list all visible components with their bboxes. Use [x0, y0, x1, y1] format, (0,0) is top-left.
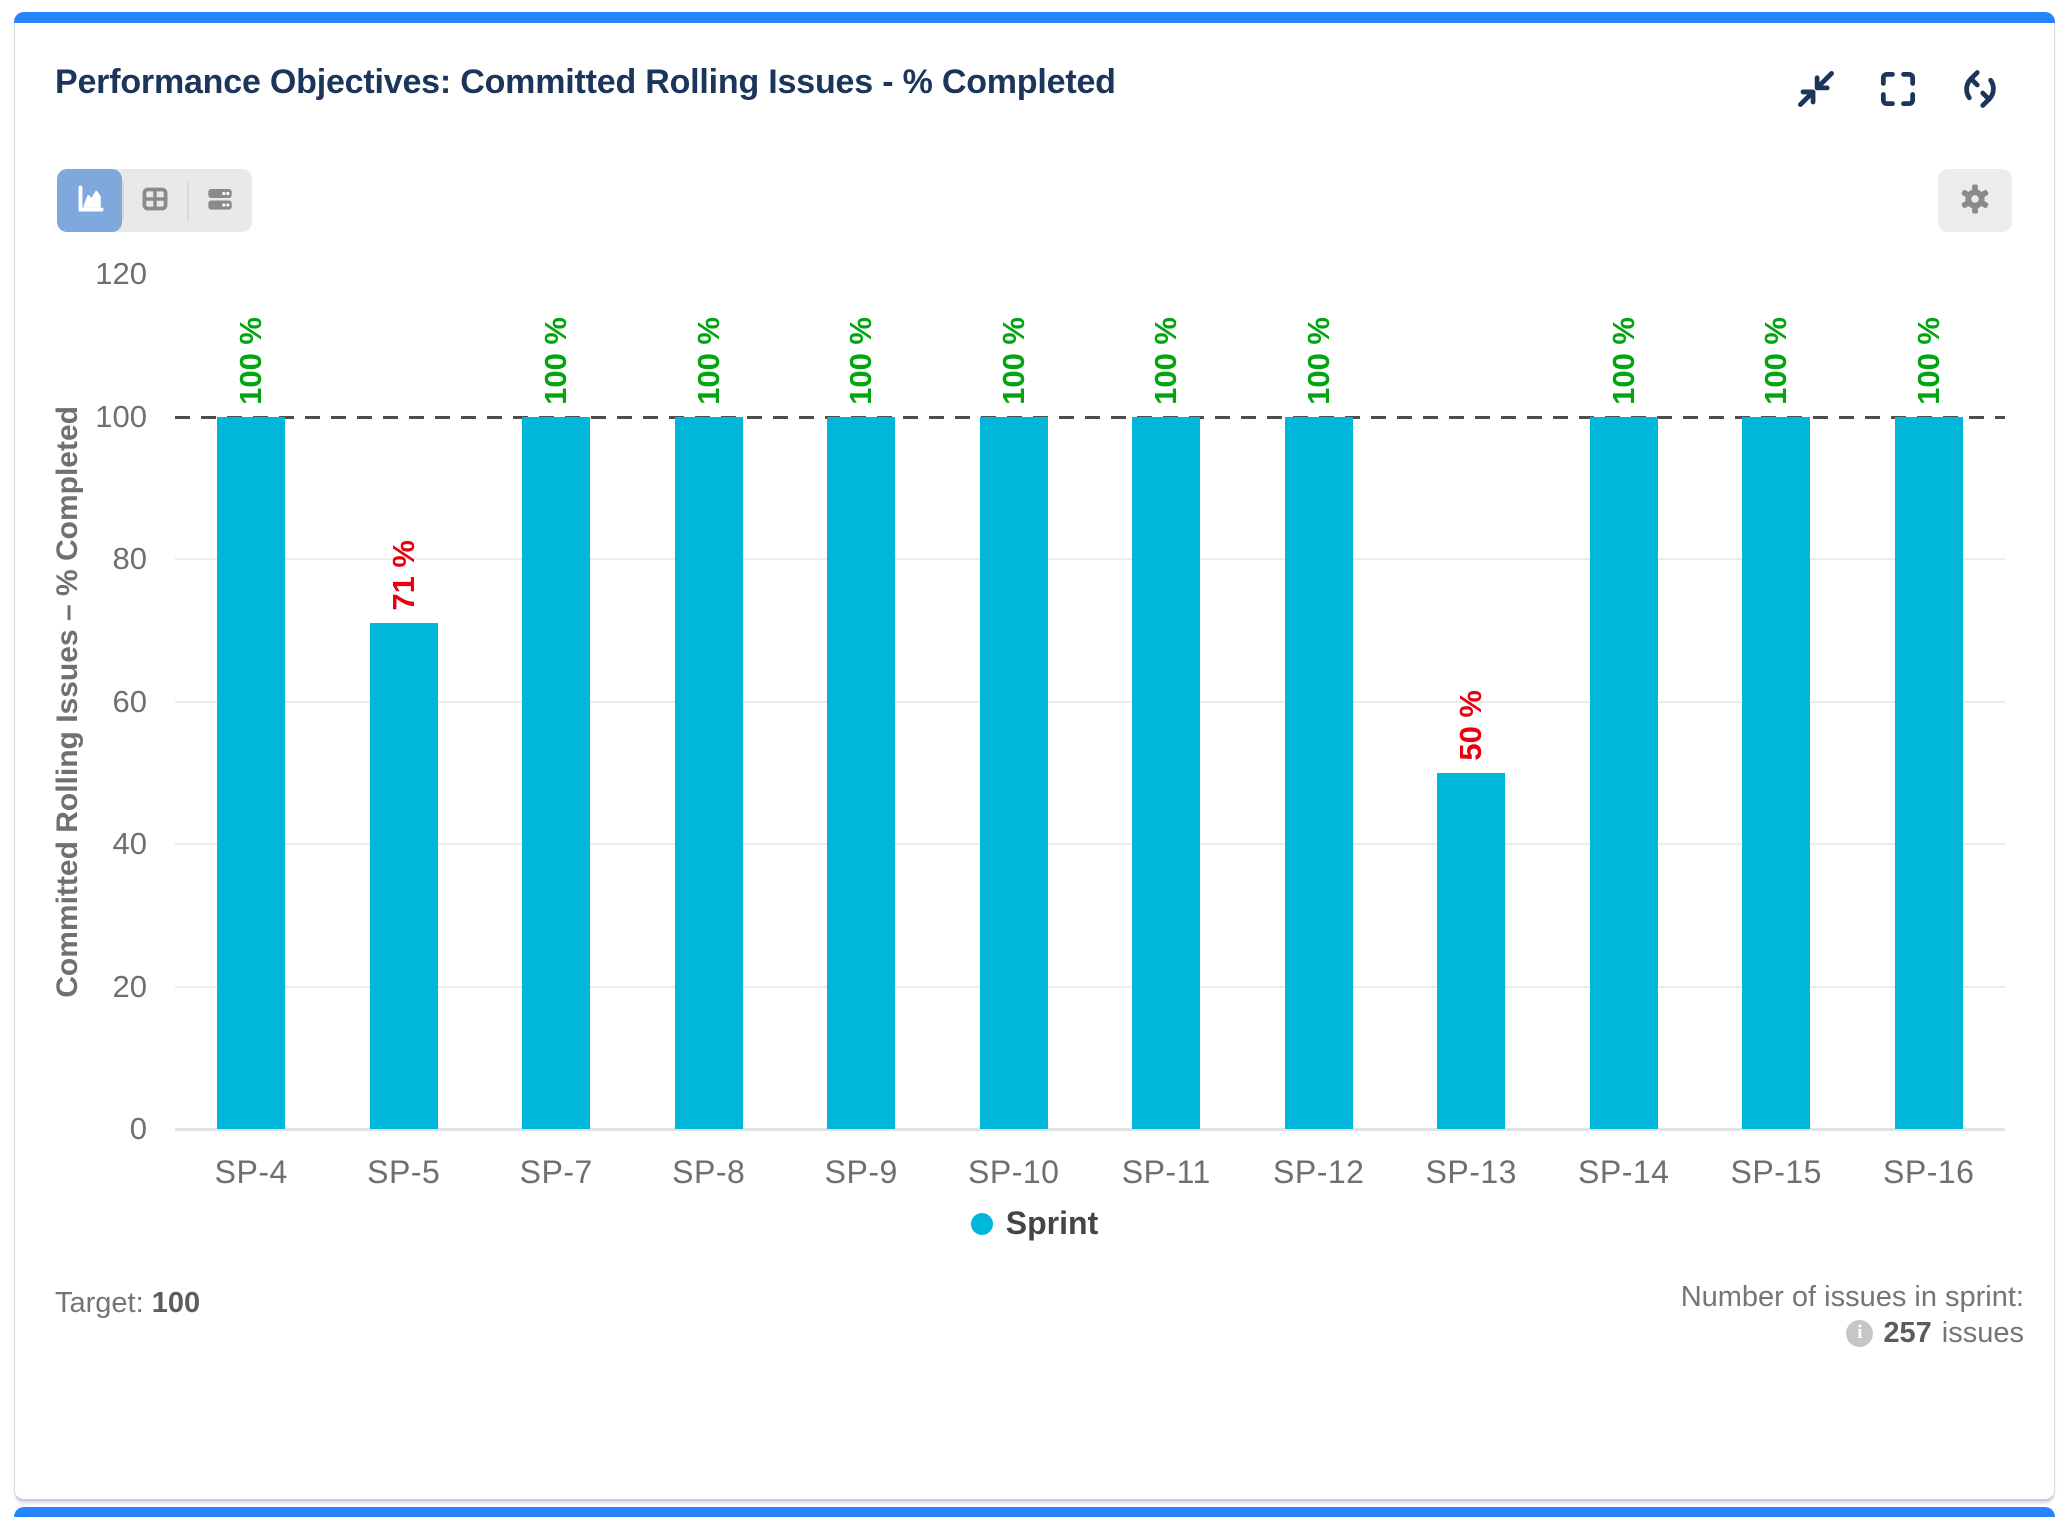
bar-SP-10[interactable]	[979, 416, 1048, 1129]
bar-column: 100 % SP-7	[480, 274, 633, 1190]
bar-SP-16[interactable]	[1894, 416, 1963, 1129]
x-axis-label: SP-8	[672, 1154, 746, 1190]
bar-value-label: 100 %	[995, 316, 1031, 405]
bar-SP-11[interactable]	[1132, 416, 1201, 1129]
info-icon[interactable]: i	[1846, 1319, 1874, 1347]
bar-SP-13[interactable]	[1437, 772, 1506, 1129]
y-tick-label: 100	[95, 398, 147, 434]
issues-count: 257	[1883, 1317, 1932, 1349]
gridline	[175, 985, 2005, 988]
bar-SP-15[interactable]	[1742, 416, 1811, 1129]
table-grid-icon	[137, 181, 173, 220]
y-axis-ticks: 0 20 40 60 80 100 120	[71, 256, 147, 1146]
area-chart-icon	[72, 181, 108, 220]
gadget-toolbar	[57, 163, 2012, 232]
x-axis-label: SP-5	[367, 1154, 441, 1190]
settings-button[interactable]	[1938, 169, 2012, 232]
bar-column: 100 % SP-14	[1548, 274, 1701, 1190]
bar-SP-14[interactable]	[1589, 416, 1658, 1129]
x-axis-label: SP-13	[1425, 1154, 1517, 1190]
bar-value-label: 100 %	[1148, 316, 1184, 405]
view-switcher	[57, 169, 252, 232]
bar-SP-4[interactable]	[217, 416, 286, 1129]
bar-column: 50 % SP-13	[1395, 274, 1548, 1190]
bar-column: 71 % SP-5	[328, 274, 481, 1190]
bar-value-label: 50 %	[1453, 690, 1489, 761]
gridline	[175, 558, 2005, 560]
gadget-title: Performance Objectives: Committed Rollin…	[55, 63, 1116, 101]
header-icons	[1794, 67, 2002, 111]
stacked-rows-icon	[202, 181, 238, 220]
bar-value-label: 71 %	[385, 540, 421, 612]
x-axis-label: SP-4	[214, 1154, 288, 1190]
chart-legend[interactable]: Sprint	[15, 1205, 2054, 1242]
x-axis-label: SP-10	[968, 1154, 1060, 1190]
bar-column: 100 % SP-4	[175, 274, 328, 1190]
bar-column: 100 % SP-8	[633, 274, 786, 1190]
bar-column: 100 % SP-15	[1700, 274, 1853, 1190]
legend-dot-icon	[970, 1212, 993, 1235]
chart-view-button[interactable]	[57, 169, 122, 232]
gridline	[175, 1128, 2005, 1131]
y-tick-label: 40	[112, 826, 147, 861]
x-axis-label: SP-11	[1121, 1154, 1211, 1190]
y-tick-label: 80	[112, 541, 147, 576]
bar-SP-7[interactable]	[522, 416, 591, 1129]
minimize-icon[interactable]	[1794, 67, 1838, 111]
target-value: 100	[151, 1287, 201, 1319]
bar-value-label: 100 %	[843, 316, 879, 405]
bar-column: 100 % SP-9	[785, 274, 938, 1190]
gadget-card: Performance Objectives: Committed Rollin…	[14, 12, 2055, 1501]
y-tick-label: 0	[129, 1111, 147, 1146]
bar-value-label: 100 %	[1300, 316, 1336, 405]
x-axis-label: SP-7	[519, 1154, 593, 1190]
x-axis-label: SP-16	[1883, 1154, 1975, 1190]
fullscreen-icon[interactable]	[1876, 67, 1920, 111]
bar-value-label: 100 %	[1758, 316, 1794, 405]
gridline	[175, 700, 2005, 703]
table-view-button[interactable]	[122, 169, 187, 232]
y-tick-label: 20	[112, 968, 147, 1004]
target-summary: Target: 100	[55, 1287, 200, 1320]
bar-value-label: 100 %	[233, 316, 269, 405]
issues-label: Number of issues in sprint:	[1680, 1281, 2024, 1313]
bar-SP-5[interactable]	[369, 623, 438, 1129]
bar-SP-12[interactable]	[1284, 416, 1353, 1129]
bar-column: 100 % SP-16	[1853, 274, 2006, 1190]
bar-column: 100 % SP-11	[1090, 274, 1243, 1190]
bar-value-label: 100 %	[538, 316, 574, 405]
list-view-button[interactable]	[187, 169, 252, 232]
bar-value-label: 100 %	[1605, 316, 1641, 405]
x-axis-label: SP-15	[1730, 1154, 1822, 1190]
gridline	[175, 843, 2005, 845]
y-tick-label: 60	[112, 683, 147, 719]
bar-column: 100 % SP-12	[1243, 274, 1396, 1190]
issues-suffix: issues	[1941, 1317, 2024, 1349]
bars-row: 100 % SP-4 71 % SP-5 100 % SP-7 100 % SP-8 100 %…	[175, 274, 2006, 1190]
issues-summary: Number of issues in sprint: i 257 issues	[1681, 1279, 2024, 1351]
legend-label: Sprint	[1005, 1205, 1099, 1241]
bar-column: 100 % SP-10	[938, 274, 1091, 1190]
gear-icon	[1956, 180, 1994, 221]
next-gadget-accent-bar	[14, 1507, 2055, 1517]
refresh-icon[interactable]	[1958, 67, 2002, 111]
x-axis-label: SP-9	[824, 1154, 898, 1190]
target-dashed-line	[175, 415, 2005, 419]
target-label: Target:	[55, 1287, 144, 1319]
x-axis-label: SP-14	[1578, 1154, 1670, 1190]
bar-value-label: 100 %	[1910, 316, 1946, 405]
bar-SP-9[interactable]	[827, 416, 896, 1129]
x-axis-label: SP-12	[1273, 1154, 1365, 1190]
bar-SP-8[interactable]	[674, 416, 743, 1129]
y-tick-label: 120	[95, 256, 147, 291]
plot-area: 100 % SP-4 71 % SP-5 100 % SP-7 100 % SP-8 100 %…	[175, 274, 2006, 1190]
bar-value-label: 100 %	[690, 316, 726, 405]
card-accent-bar	[14, 12, 2055, 23]
